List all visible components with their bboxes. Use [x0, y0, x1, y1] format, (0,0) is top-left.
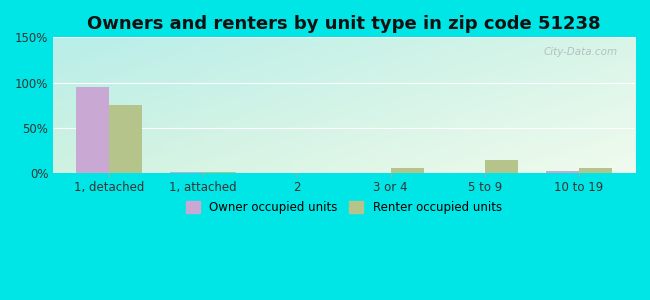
Bar — [546, 171, 578, 173]
Bar — [203, 172, 236, 173]
Bar — [578, 168, 612, 173]
Text: City-Data.com: City-Data.com — [543, 47, 618, 57]
Bar — [170, 172, 203, 173]
Bar — [391, 168, 424, 173]
Bar — [76, 87, 109, 173]
Bar — [485, 160, 517, 173]
Title: Owners and renters by unit type in zip code 51238: Owners and renters by unit type in zip c… — [87, 15, 601, 33]
Legend: Owner occupied units, Renter occupied units: Owner occupied units, Renter occupied un… — [181, 196, 507, 219]
Bar — [109, 105, 142, 173]
